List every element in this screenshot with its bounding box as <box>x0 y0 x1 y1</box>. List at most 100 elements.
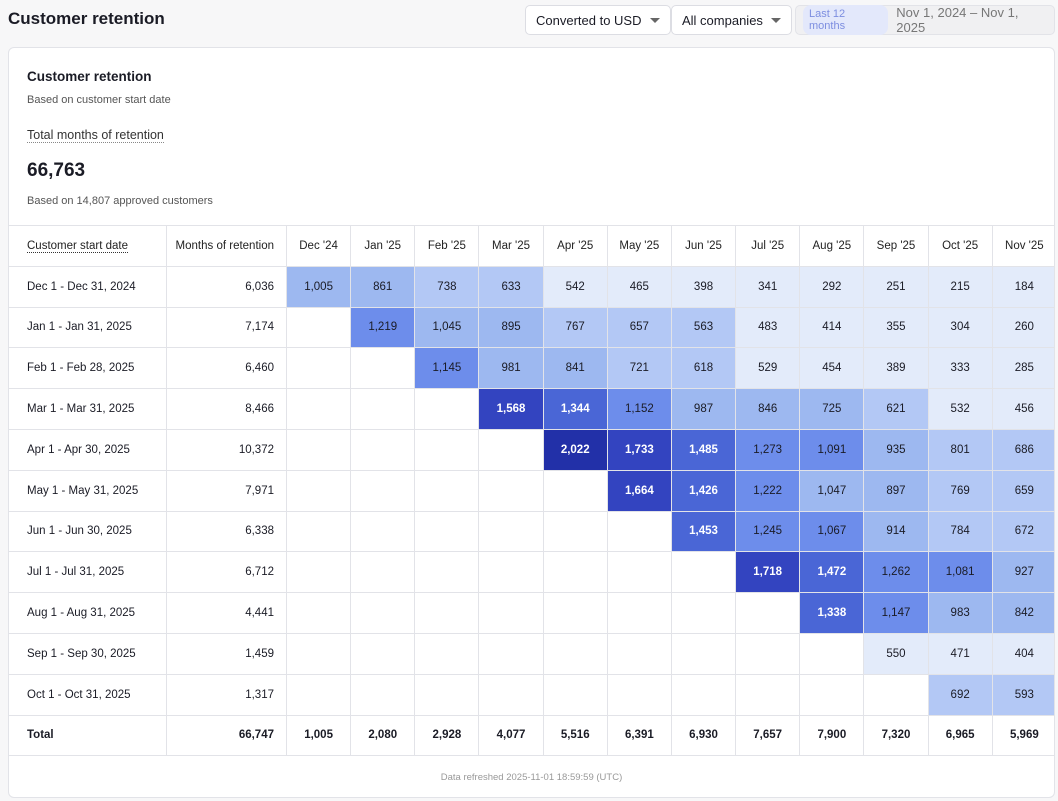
header-month: Jun '25 <box>670 225 737 267</box>
retention-cell: 1,081 <box>927 551 993 594</box>
retention-cell: 341 <box>735 265 801 308</box>
header-customer-start-date: Customer start date <box>9 225 167 267</box>
retention-cell: 1,664 <box>606 469 672 512</box>
header-month: Feb '25 <box>414 225 480 267</box>
month-total: 6,930 <box>670 714 737 757</box>
table-row: Jan 1 - Jan 31, 2025 7,174 1,219 1,045 895 76… <box>9 306 1054 349</box>
empty-cell <box>606 673 672 716</box>
retention-cell: 801 <box>927 428 993 471</box>
retention-cell: 550 <box>863 632 929 675</box>
row-total: 4,441 <box>166 592 287 634</box>
empty-cell <box>414 469 480 512</box>
empty-cell <box>670 592 737 634</box>
empty-cell <box>799 632 865 675</box>
grand-total: 66,747 <box>166 714 287 757</box>
retention-cell: 465 <box>606 265 672 308</box>
retention-cell: 355 <box>863 306 929 349</box>
row-total: 1,317 <box>166 673 287 716</box>
empty-cell <box>478 592 544 634</box>
currency-label: Converted to USD <box>536 12 642 28</box>
data-refreshed-text: Data refreshed 2025-11-01 18:59:59 (UTC) <box>440 772 623 783</box>
row-start-date: Dec 1 - Dec 31, 2024 <box>9 265 167 308</box>
retention-cell: 1,718 <box>735 551 801 594</box>
totals-label: Total <box>9 714 167 757</box>
empty-cell <box>606 510 672 553</box>
retention-cell: 861 <box>350 265 416 308</box>
row-total: 10,372 <box>166 428 287 471</box>
retention-cell: 285 <box>991 347 1054 390</box>
empty-cell <box>478 551 544 594</box>
retention-cell: 935 <box>863 428 929 471</box>
chevron-down-icon <box>649 17 660 23</box>
range-preset-pill[interactable]: Last 12 months <box>803 5 889 35</box>
empty-cell <box>414 673 480 716</box>
based-on-text: Based on 14,807 approved customers <box>27 195 213 207</box>
retention-cell: 389 <box>863 347 929 390</box>
table-row: Feb 1 - Feb 28, 2025 6,460 1,145 981 841 721 6… <box>9 347 1054 390</box>
empty-cell <box>478 632 544 675</box>
retention-cell: 657 <box>606 306 672 349</box>
header-months-of-retention: Months of retention <box>166 225 287 267</box>
retention-cell: 215 <box>927 265 993 308</box>
empty-cell <box>414 388 480 430</box>
header-month: Sep '25 <box>863 225 929 267</box>
row-total: 6,036 <box>166 265 287 308</box>
table-row: Dec 1 - Dec 31, 2024 6,036 1,005 861 738 633 5… <box>9 265 1054 308</box>
empty-cell <box>350 673 416 716</box>
month-total: 1,005 <box>285 714 352 757</box>
retention-cell: 1,045 <box>414 306 480 349</box>
table-row: May 1 - May 31, 2025 7,971 1,664 1,426 1,222… <box>9 469 1054 512</box>
retention-cell: 686 <box>991 428 1054 471</box>
header-month: Apr '25 <box>542 225 608 267</box>
retention-cell: 1,453 <box>670 510 737 553</box>
empty-cell <box>350 388 416 430</box>
retention-cell: 987 <box>670 388 737 430</box>
empty-cell <box>799 673 865 716</box>
month-total: 6,965 <box>927 714 993 757</box>
empty-cell <box>285 510 352 553</box>
retention-cell: 333 <box>927 347 993 390</box>
row-start-date: Mar 1 - Mar 31, 2025 <box>9 388 167 430</box>
retention-cell: 456 <box>991 388 1054 430</box>
row-start-date: Feb 1 - Feb 28, 2025 <box>9 347 167 390</box>
companies-dropdown[interactable]: All companies <box>671 5 792 35</box>
empty-cell <box>670 551 737 594</box>
row-start-date: Sep 1 - Sep 30, 2025 <box>9 632 167 675</box>
table-header-row: Customer start date Months of retention De… <box>9 225 1054 267</box>
header-month: Dec '24 <box>285 225 352 267</box>
retention-cell: 1,147 <box>863 592 929 634</box>
header-month: May '25 <box>606 225 672 267</box>
retention-cell: 1,047 <box>799 469 865 512</box>
retention-cell: 897 <box>863 469 929 512</box>
retention-cell: 1,067 <box>799 510 865 553</box>
metric-label[interactable]: Total months of retention <box>27 128 164 143</box>
currency-dropdown[interactable]: Converted to USD <box>525 5 671 35</box>
retention-cell: 593 <box>991 673 1054 716</box>
empty-cell <box>478 673 544 716</box>
card-title: Customer retention <box>27 69 152 84</box>
empty-cell <box>285 306 352 349</box>
metric-value: 66,763 <box>27 160 86 181</box>
retention-cell: 895 <box>478 306 544 349</box>
month-total: 5,516 <box>542 714 608 757</box>
empty-cell <box>414 632 480 675</box>
empty-cell <box>670 673 737 716</box>
empty-cell <box>350 469 416 512</box>
retention-cell: 725 <box>799 388 865 430</box>
empty-cell <box>735 673 801 716</box>
retention-cell: 529 <box>735 347 801 390</box>
row-total: 6,338 <box>166 510 287 553</box>
row-start-date: Apr 1 - Apr 30, 2025 <box>9 428 167 471</box>
month-total: 7,657 <box>735 714 801 757</box>
empty-cell <box>542 592 608 634</box>
header-month: Aug '25 <box>799 225 865 267</box>
header-label[interactable]: Customer start date <box>27 239 128 253</box>
month-total: 7,320 <box>863 714 929 757</box>
row-start-date: Jun 1 - Jun 30, 2025 <box>9 510 167 553</box>
date-range-picker[interactable]: Last 12 months Nov 1, 2024 – Nov 1, 2025 <box>795 5 1055 35</box>
empty-cell <box>606 592 672 634</box>
month-total: 5,969 <box>991 714 1054 757</box>
retention-cell: 784 <box>927 510 993 553</box>
table-row: Sep 1 - Sep 30, 2025 1,459 550 471 404 <box>9 632 1054 675</box>
retention-cell: 563 <box>670 306 737 349</box>
